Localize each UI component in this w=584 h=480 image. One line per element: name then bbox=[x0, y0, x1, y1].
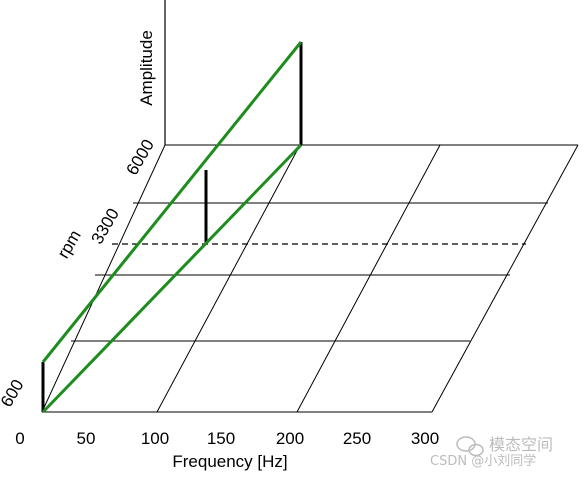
frequency-tick-label: 150 bbox=[207, 429, 235, 448]
grid-column-line bbox=[296, 144, 441, 413]
frequency-tick-label: 50 bbox=[77, 429, 96, 448]
watermark-text-2: CSDN @小刘同学 bbox=[430, 453, 536, 469]
frequency-tick-label: 250 bbox=[343, 429, 371, 448]
rpm-tick-label: 600 bbox=[0, 376, 28, 410]
rpm-axis-label: rpm bbox=[54, 227, 85, 262]
frequency-axis-label: Frequency [Hz] bbox=[172, 452, 287, 471]
order-line-amplitude bbox=[41, 41, 303, 363]
amplitude-axis-label: Amplitude bbox=[137, 30, 156, 106]
watermark-text-1: 模态空间 bbox=[489, 435, 553, 454]
grid-left-edge bbox=[41, 144, 166, 413]
frequency-tick-label: 300 bbox=[411, 429, 439, 448]
order-line-floor bbox=[41, 143, 303, 414]
grid-column-line bbox=[156, 144, 301, 413]
wechat-icon bbox=[456, 436, 484, 457]
rpm-tick-label: 3300 bbox=[88, 205, 123, 247]
frequency-tick-label: 100 bbox=[141, 429, 169, 448]
grid-right-edge bbox=[431, 144, 579, 413]
watermark: 模态空间 CSDN @小刘同学 bbox=[430, 435, 553, 469]
frequency-tick-label: 200 bbox=[276, 429, 304, 448]
frequency-tick-label: 0 bbox=[15, 429, 24, 448]
